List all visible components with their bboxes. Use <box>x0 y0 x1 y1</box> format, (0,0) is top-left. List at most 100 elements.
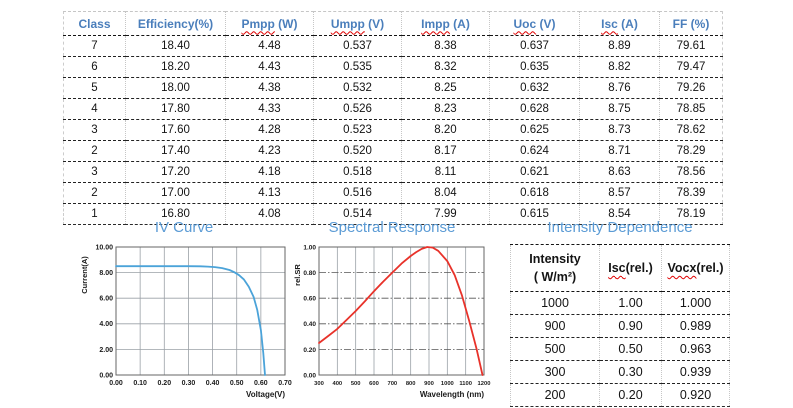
table-cell: 0.628 <box>489 98 580 120</box>
table-row: 200 0.20 0.920 <box>510 383 730 407</box>
x-axis-label: Voltage(V) <box>246 390 285 399</box>
table-cell: 8.63 <box>579 161 660 183</box>
y-tick-label: 0.00 <box>303 372 316 379</box>
table-cell: 0.635 <box>489 56 580 78</box>
table-cell: 0.963 <box>661 337 730 361</box>
table-cell: 0.625 <box>489 119 580 141</box>
table-cell: 0.621 <box>489 161 580 183</box>
table-cell: 8.71 <box>579 140 660 162</box>
table-row: 1000 1.00 1.000 <box>511 291 730 315</box>
table-cell: 500 <box>510 337 600 361</box>
table-cell: 0.920 <box>661 383 730 407</box>
table-cell: 2 <box>63 140 126 162</box>
table-cell: 8.82 <box>579 56 660 78</box>
y-tick-label: 2.00 <box>99 347 113 354</box>
table-row: 3 17.60 4.28 0.523 8.20 0.625 8.73 78.62 <box>63 119 723 141</box>
table-cell: 78.39 <box>659 182 723 204</box>
table-row: 500 0.50 0.963 <box>510 337 730 361</box>
table-cell: 8.25 <box>401 77 490 99</box>
table-cell: 0.615 <box>489 203 580 225</box>
table-cell: 0.520 <box>313 140 402 162</box>
table-cell: 18.20 <box>125 56 226 78</box>
table-cell: 0.939 <box>661 360 730 384</box>
table-cell: 1.00 <box>599 291 662 315</box>
x-tick-label: 600 <box>369 381 379 387</box>
y-tick-label: 6.00 <box>99 296 113 303</box>
plot-border <box>115 246 286 376</box>
table-body: 7 18.40 4.48 0.537 8.38 0.637 8.89 79.61 6 18.20 4… <box>63 35 723 225</box>
table-cell: 0.618 <box>489 182 580 204</box>
table-cell: 2 <box>63 182 126 204</box>
x-tick-label: 500 <box>351 381 361 387</box>
column-header: Isc(rel.) <box>599 244 662 292</box>
column-header: Umpp (V) <box>313 11 402 36</box>
table-cell: 0.989 <box>661 314 730 338</box>
table-cell: 4.43 <box>225 56 314 78</box>
column-header: Impp (A) <box>401 11 490 36</box>
x-tick-label: 0.70 <box>278 380 292 387</box>
table-cell: 4.33 <box>225 98 314 120</box>
x-tick-label: 700 <box>387 381 397 387</box>
table-cell: 0.532 <box>313 77 402 99</box>
table-cell: 0.632 <box>489 77 580 99</box>
table-cell: 1 <box>63 203 126 225</box>
column-header: FF (%) <box>659 11 723 36</box>
table-cell: 78.19 <box>659 203 723 225</box>
x-tick-label: 1000 <box>441 381 454 387</box>
table-cell: 8.17 <box>401 140 490 162</box>
table-cell: 4.18 <box>225 161 314 183</box>
table-row: 1 16.80 4.08 0.514 7.99 0.615 8.54 78.19 <box>63 203 723 225</box>
x-tick-label: 800 <box>406 381 416 387</box>
table-cell: 3 <box>63 119 126 141</box>
table-cell: 8.11 <box>401 161 490 183</box>
x-tick-label: 0.30 <box>182 380 196 387</box>
column-header: Intensity( W/m²) <box>510 244 600 292</box>
y-tick-label: 4.00 <box>99 321 113 328</box>
table-cell: 0.535 <box>313 56 402 78</box>
table-row: 300 0.30 0.939 <box>510 360 730 384</box>
table-cell: 4.28 <box>225 119 314 141</box>
table-cell: 8.76 <box>579 77 660 99</box>
table-cell: 1000 <box>541 296 569 310</box>
table-cell: 0.90 <box>599 314 662 338</box>
table-row: 900 0.90 0.989 <box>510 314 730 338</box>
table-cell: 0.50 <box>599 337 662 361</box>
y-axis-label: rel.SR <box>293 264 302 286</box>
y-tick-label: 0.80 <box>303 270 316 277</box>
table-cell: 18.00 <box>125 77 226 99</box>
table-cell: 0.537 <box>313 35 402 57</box>
table-cell: 18.40 <box>125 35 226 57</box>
table-cell: 8.75 <box>579 98 660 120</box>
table-cell: 8.73 <box>579 119 660 141</box>
y-tick-label: 10.00 <box>95 244 113 251</box>
table-cell: 8.89 <box>579 35 660 57</box>
spectral-response-title: Spectral Response <box>328 219 456 236</box>
x-tick-label: 900 <box>424 381 434 387</box>
table-cell: 8.23 <box>401 98 490 120</box>
intensity-dependence-section: Intensity Dependence Intensity( W/m²) Isc… <box>504 219 736 407</box>
table-cell: 8.32 <box>401 56 490 78</box>
table-cell: 0.20 <box>599 383 662 407</box>
table-row: 2 17.40 4.23 0.520 8.17 0.624 8.71 78.29 <box>63 140 723 162</box>
table-cell: 0.30 <box>599 360 662 384</box>
iv-curve-chart: 0.00 0.10 0.20 0.30 0.40 0.50 0.60 0.70 0.00 2.00… <box>80 244 292 399</box>
y-tick-label: 0.40 <box>303 321 316 328</box>
table-cell: 0.637 <box>489 35 580 57</box>
table-row: 3 17.20 4.18 0.518 8.11 0.621 8.63 78.56 <box>63 161 723 183</box>
table-cell: 17.80 <box>125 98 226 120</box>
column-header: Efficiency(%) <box>125 11 226 36</box>
table-cell: 79.26 <box>659 77 723 99</box>
table-cell: 200 <box>510 383 600 407</box>
y-axis-label: Current(A) <box>80 256 89 294</box>
table-cell: 17.60 <box>125 119 226 141</box>
table-cell: 0.516 <box>313 182 402 204</box>
table-cell: 16.80 <box>125 203 226 225</box>
column-header: Pmpp (W) <box>225 11 314 36</box>
table-cell: 7.99 <box>401 203 490 225</box>
table-cell: 300 <box>510 360 600 384</box>
intensity-dependence-title: Intensity Dependence <box>547 219 693 236</box>
table-row: 4 17.80 4.33 0.526 8.23 0.628 8.75 78.85 <box>63 98 723 120</box>
table-cell: 6 <box>63 56 126 78</box>
table-cell: 8.57 <box>579 182 660 204</box>
table-cell: 78.29 <box>659 140 723 162</box>
